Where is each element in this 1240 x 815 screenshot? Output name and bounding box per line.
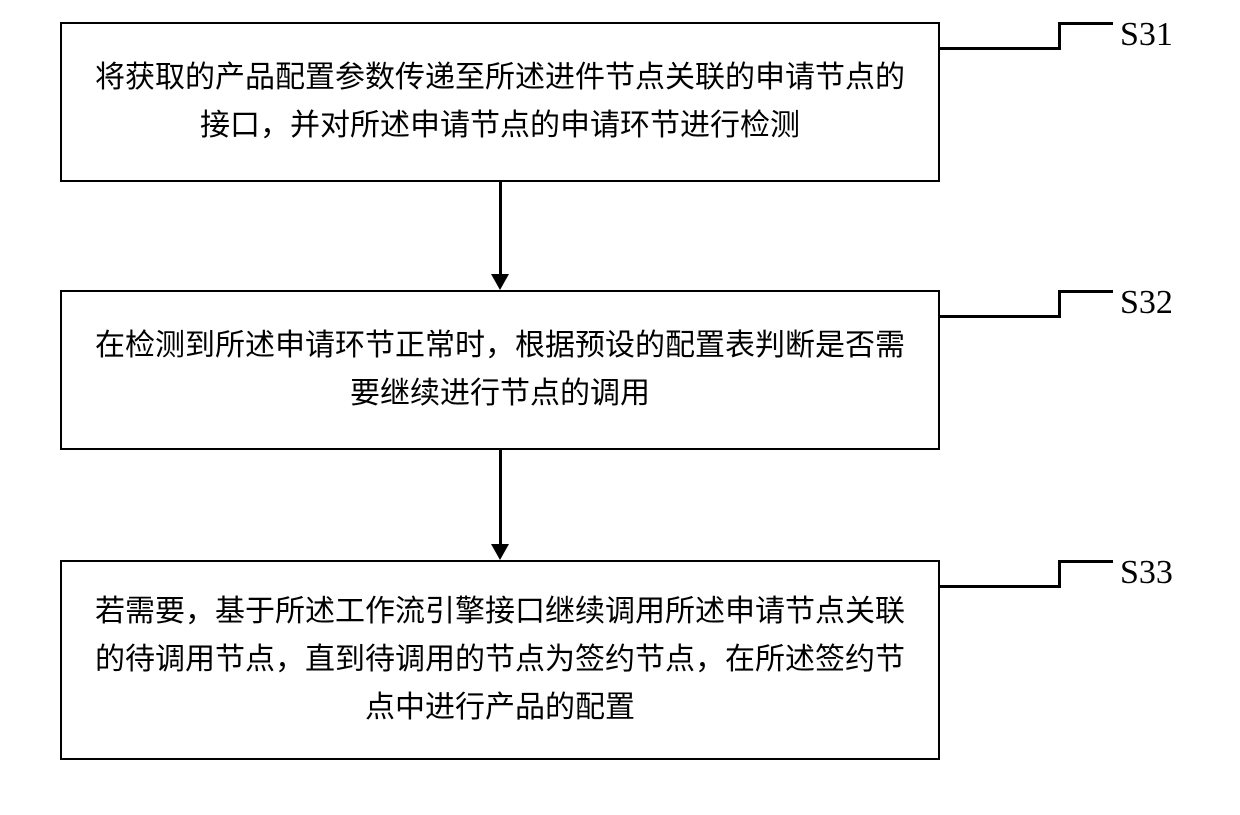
- arrow-head-icon: [491, 544, 509, 560]
- step-label-s33: S33: [1120, 554, 1173, 592]
- callout-line: [1058, 290, 1113, 293]
- flow-node-text: 在检测到所述申请环节正常时，根据预设的配置表判断是否需要继续进行节点的调用: [86, 322, 914, 418]
- callout-line: [940, 315, 1060, 318]
- step-label-s32: S32: [1120, 284, 1173, 322]
- callout-line: [1058, 22, 1061, 50]
- flow-node-s31: 将获取的产品配置参数传递至所述进件节点关联的申请节点的接口，并对所述申请节点的申…: [60, 22, 940, 182]
- flowchart-canvas: 将获取的产品配置参数传递至所述进件节点关联的申请节点的接口，并对所述申请节点的申…: [0, 0, 1240, 815]
- callout-line: [1058, 22, 1113, 25]
- callout-line: [940, 585, 1060, 588]
- flow-node-s32: 在检测到所述申请环节正常时，根据预设的配置表判断是否需要继续进行节点的调用: [60, 290, 940, 450]
- flow-node-s33: 若需要，基于所述工作流引擎接口继续调用所述申请节点关联的待调用节点，直到待调用的…: [60, 560, 940, 760]
- flow-node-text: 若需要，基于所述工作流引擎接口继续调用所述申请节点关联的待调用节点，直到待调用的…: [86, 588, 914, 732]
- flow-node-text: 将获取的产品配置参数传递至所述进件节点关联的申请节点的接口，并对所述申请节点的申…: [86, 54, 914, 150]
- arrow-head-icon: [491, 274, 509, 290]
- arrow-line: [499, 450, 502, 544]
- callout-line: [940, 47, 1060, 50]
- callout-line: [1058, 560, 1061, 588]
- callout-line: [1058, 290, 1061, 318]
- step-label-s31: S31: [1120, 16, 1173, 54]
- callout-line: [1058, 560, 1113, 563]
- arrow-line: [499, 182, 502, 274]
